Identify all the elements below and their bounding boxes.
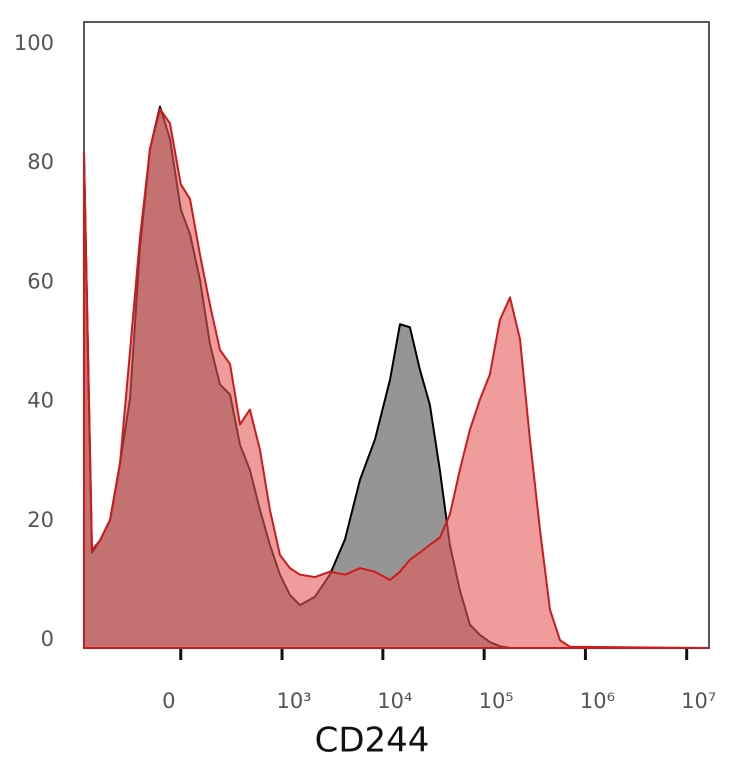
x-axis-label: CD244 bbox=[315, 721, 430, 761]
y-tick-label: 20 bbox=[27, 508, 54, 532]
y-tick-label: 40 bbox=[27, 389, 54, 413]
x-tick-label: 10⁶ bbox=[580, 689, 615, 713]
x-tick-label: 10⁵ bbox=[479, 689, 514, 713]
x-tick-label: 10⁴ bbox=[377, 689, 412, 713]
x-tick-label: 10³ bbox=[276, 689, 311, 713]
y-tick-label: 0 bbox=[41, 627, 54, 651]
histogram-area bbox=[83, 108, 710, 649]
x-tick-label: 0 bbox=[162, 689, 175, 713]
y-tick-label: 80 bbox=[27, 150, 54, 174]
y-tick-label: 60 bbox=[27, 269, 54, 293]
y-tick-label: 100 bbox=[14, 31, 54, 55]
x-tick-label: 10⁷ bbox=[681, 689, 716, 713]
